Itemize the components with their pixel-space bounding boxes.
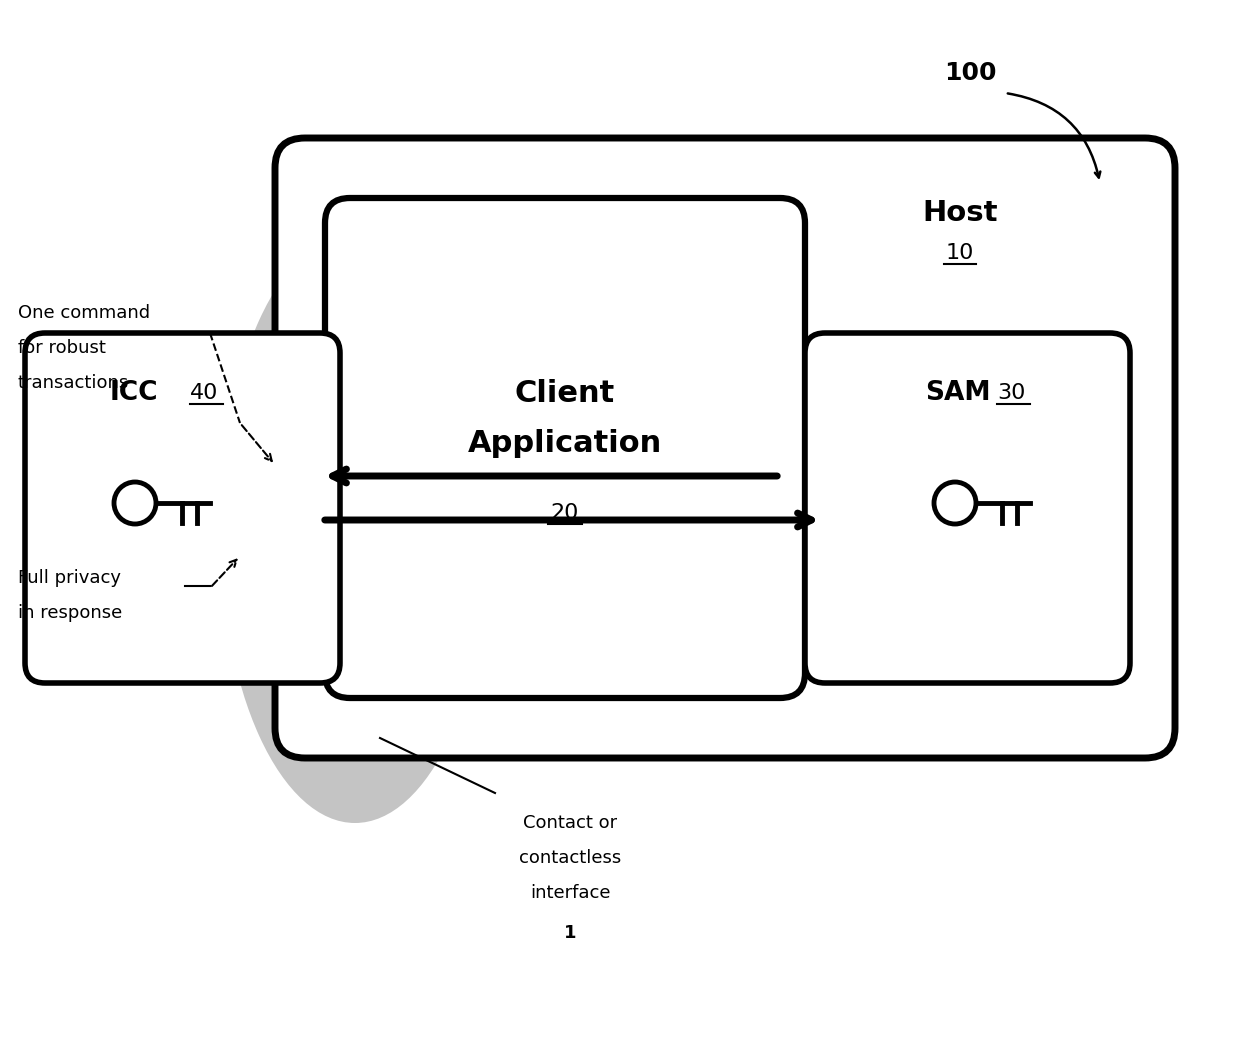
Text: 30: 30 — [997, 383, 1025, 403]
Text: One command: One command — [19, 304, 150, 322]
Text: Application: Application — [467, 429, 662, 458]
Text: Full privacy: Full privacy — [19, 569, 122, 587]
FancyBboxPatch shape — [325, 198, 805, 698]
Text: SAM: SAM — [925, 380, 991, 406]
FancyBboxPatch shape — [805, 333, 1130, 683]
Text: contactless: contactless — [518, 849, 621, 867]
Ellipse shape — [219, 233, 490, 823]
FancyBboxPatch shape — [25, 333, 340, 683]
Text: Contact or: Contact or — [523, 814, 618, 832]
Text: ICC: ICC — [110, 380, 159, 406]
Text: 10: 10 — [946, 243, 975, 263]
Text: transactions: transactions — [19, 374, 129, 392]
FancyBboxPatch shape — [275, 138, 1176, 758]
Text: 20: 20 — [551, 503, 579, 523]
Text: for robust: for robust — [19, 339, 105, 357]
Text: 100: 100 — [944, 61, 996, 85]
Text: interface: interface — [529, 885, 610, 902]
Text: in response: in response — [19, 604, 123, 623]
Text: 40: 40 — [190, 383, 218, 403]
Text: 1: 1 — [564, 924, 577, 942]
Text: Host: Host — [923, 199, 998, 227]
Text: Client: Client — [515, 378, 615, 408]
